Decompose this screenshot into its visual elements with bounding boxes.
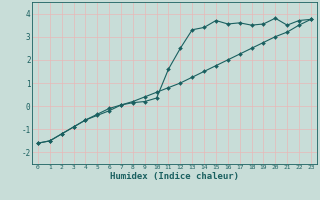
X-axis label: Humidex (Indice chaleur): Humidex (Indice chaleur)	[110, 172, 239, 181]
